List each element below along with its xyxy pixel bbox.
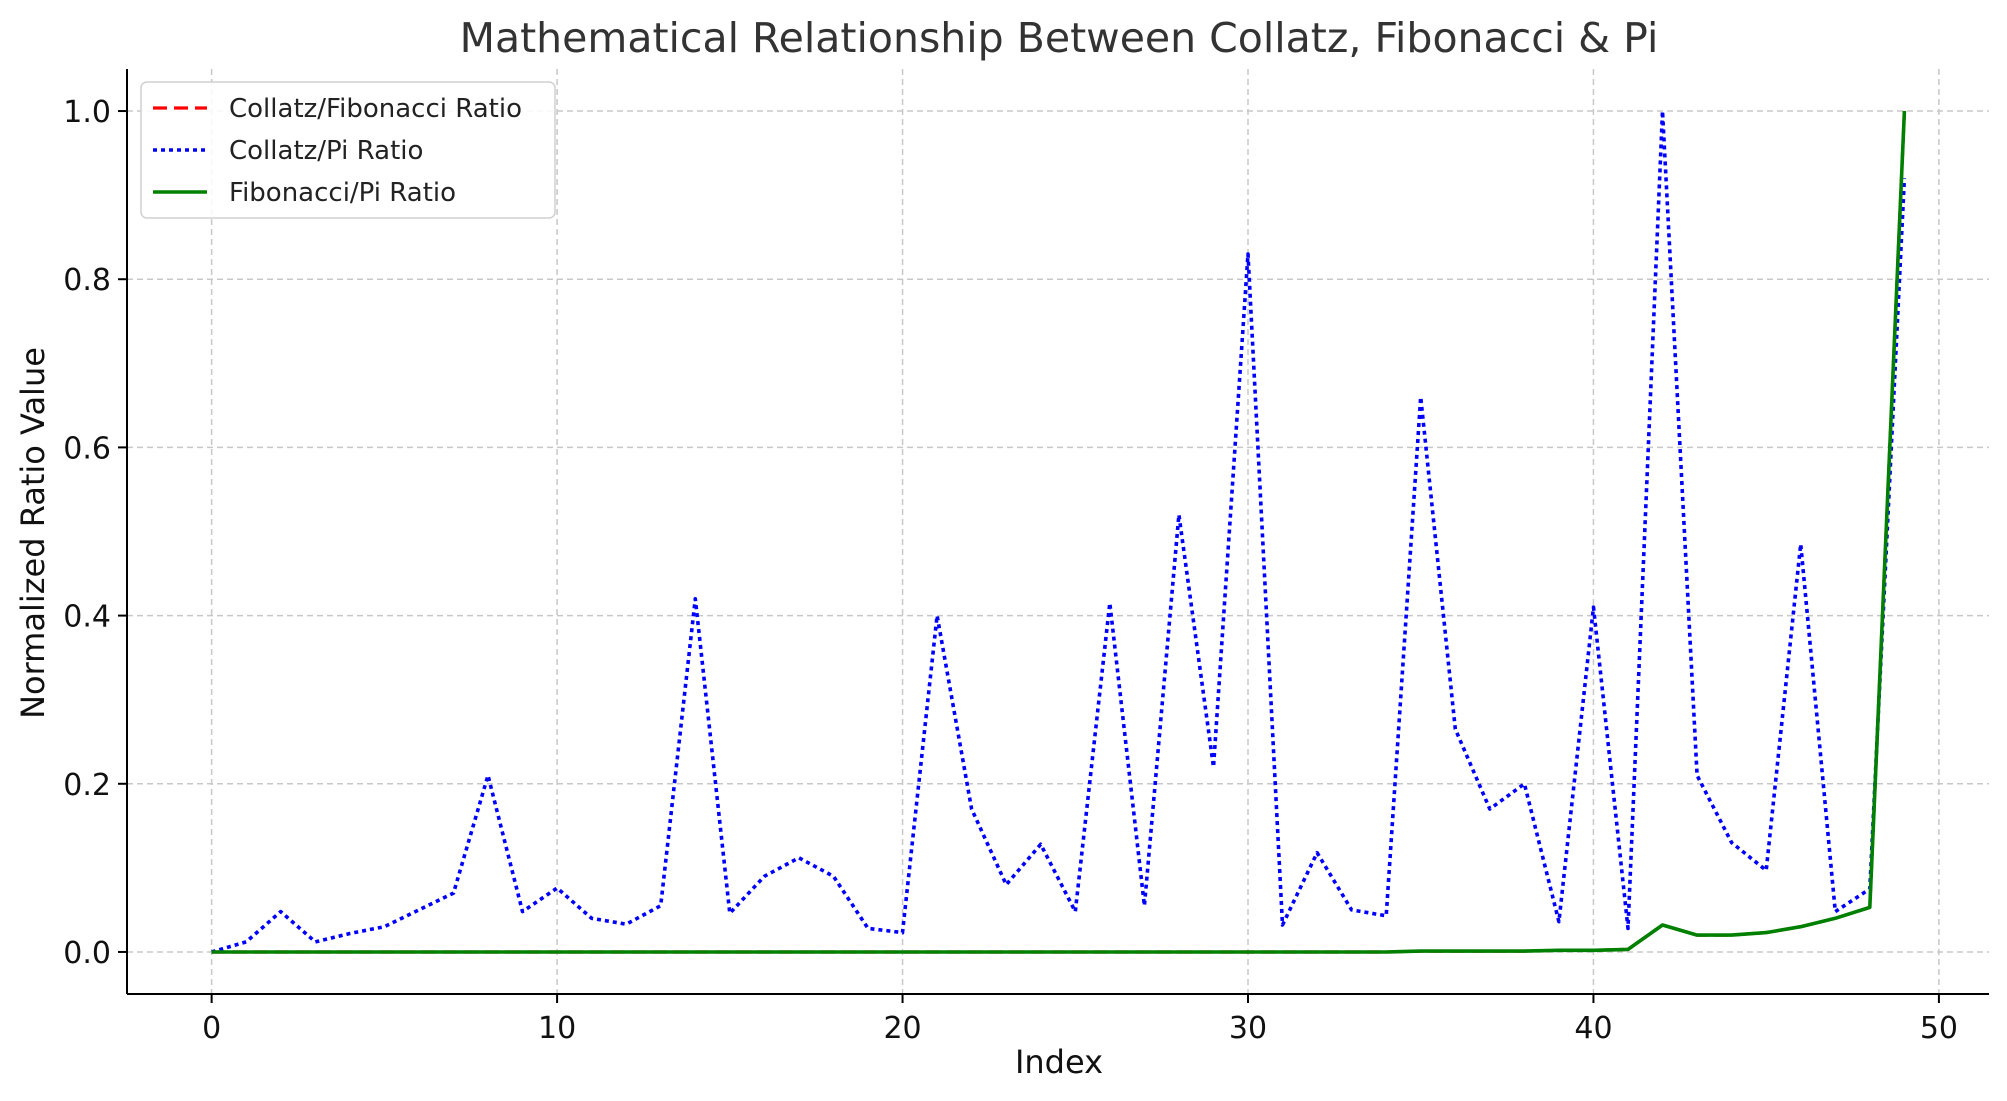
legend-label: Fibonacci/Pi Ratio bbox=[229, 178, 456, 208]
legend-label: Collatz/Pi Ratio bbox=[229, 136, 423, 166]
series-line-fibonacci-pi-ratio bbox=[211, 110, 1907, 954]
y-tick-label: 0.4 bbox=[63, 600, 111, 635]
ticks-layer: 0 10 20 30 40 50 0.0 0.2 0.4 0.6 0.8 1.0 bbox=[63, 95, 1958, 1046]
chart-title: Mathematical Relationship Between Collat… bbox=[460, 14, 1659, 62]
y-axis-label: Normalized Ratio Value bbox=[14, 347, 52, 719]
x-tick-label: 20 bbox=[883, 1011, 921, 1046]
x-axis-label: Index bbox=[1015, 1043, 1103, 1081]
x-tick-label: 30 bbox=[1229, 1011, 1267, 1046]
axes-layer bbox=[126, 69, 1989, 995]
x-tick-label: 0 bbox=[202, 1011, 221, 1046]
series-line-collatz-fibonacci-ratio bbox=[211, 110, 1906, 954]
x-tick-label: 40 bbox=[1574, 1011, 1612, 1046]
x-tick-label: 50 bbox=[1920, 1011, 1958, 1046]
y-tick-label: 0.0 bbox=[63, 936, 111, 971]
legend: Collatz/Fibonacci Ratio Collatz/Pi Ratio F… bbox=[140, 81, 556, 219]
y-tick-label: 0.8 bbox=[63, 263, 111, 298]
x-tick-label: 10 bbox=[538, 1011, 576, 1046]
series-line-collatz-pi-ratio bbox=[211, 109, 1907, 954]
legend-box bbox=[140, 81, 556, 219]
y-tick-label: 1.0 bbox=[63, 95, 111, 130]
legend-label: Collatz/Fibonacci Ratio bbox=[229, 94, 522, 124]
series-layer bbox=[211, 109, 1907, 954]
y-tick-label: 0.2 bbox=[63, 768, 111, 803]
y-tick-label: 0.6 bbox=[63, 431, 111, 466]
